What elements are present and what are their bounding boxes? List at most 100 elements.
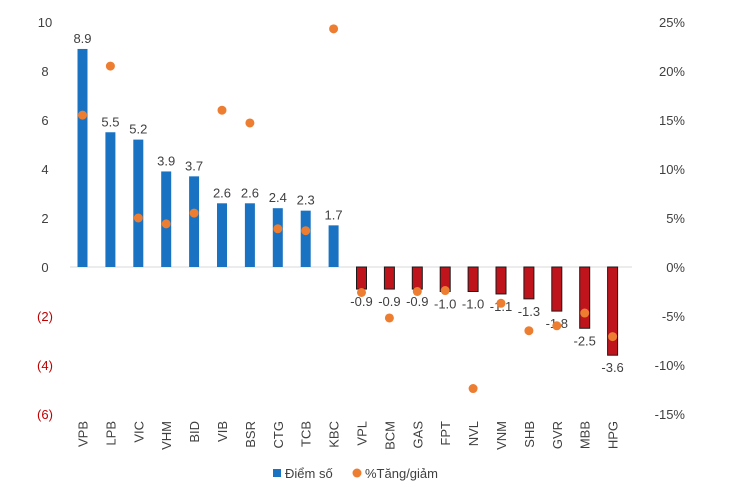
bar-data-label: -2.5 (573, 333, 595, 348)
category-label: VPL (355, 421, 370, 446)
point-LPB (105, 61, 115, 71)
point-VNM (496, 298, 506, 308)
left-axis-tick-label: 8 (41, 64, 48, 79)
category-label: VIB (215, 421, 230, 442)
category-label: VNM (494, 421, 509, 450)
point-CTG (273, 224, 283, 234)
bar-data-label: -1.3 (518, 304, 540, 319)
point-GAS (412, 287, 422, 296)
category-label: SHB (522, 421, 537, 448)
left-axis-tick-label: 0 (41, 260, 48, 275)
category-label: VPB (76, 421, 91, 447)
category-label: VIC (131, 421, 146, 443)
legend-point-label: %Tăng/giảm (365, 466, 438, 481)
right-axis-tick-label: 0% (666, 260, 685, 275)
left-axis-tick-label: 4 (41, 162, 48, 177)
left-axis-tick-label: 6 (41, 113, 48, 128)
category-label: NVL (466, 421, 481, 446)
bar-BCM (383, 266, 395, 290)
point-BID (189, 208, 199, 218)
bar-data-label: 8.9 (73, 31, 91, 46)
bar-data-label: -0.9 (378, 294, 400, 309)
category-label: GVR (550, 421, 565, 449)
right-axis-tick-label: 25% (659, 15, 685, 30)
left-axis-tick-label: 2 (41, 211, 48, 226)
bar-data-label: 2.6 (213, 185, 231, 200)
bar-VIB (217, 203, 227, 267)
right-axis-tick-label: -15% (655, 407, 686, 422)
bar-data-label: -1.0 (462, 297, 484, 312)
category-label: BSR (243, 421, 258, 448)
point-MBB (580, 308, 590, 318)
right-axis-tick-label: 10% (659, 162, 685, 177)
bar-VIC (133, 139, 144, 267)
bar-CTG (272, 208, 283, 267)
bar-data-label: 2.3 (297, 193, 315, 208)
category-label: BCM (382, 421, 397, 450)
legend-point-swatch (352, 468, 362, 478)
point-HPG (608, 332, 618, 342)
bar-data-label: -3.6 (601, 360, 623, 375)
bar-VPL (356, 266, 367, 290)
point-NVL (468, 384, 478, 394)
bar-data-label: 3.7 (185, 158, 203, 173)
point-VPL (357, 287, 366, 297)
category-label: TCB (299, 421, 314, 447)
right-axis-tick-label: 20% (659, 64, 685, 79)
bar-BSR (244, 203, 255, 267)
bar-GAS (411, 266, 423, 290)
bar-VNM (495, 266, 507, 295)
bar-SHB (523, 266, 535, 300)
bar-data-label: 3.9 (157, 153, 175, 168)
bar-VPB (77, 48, 88, 268)
bar-NVL (467, 266, 479, 292)
bar-LPB (105, 132, 116, 267)
bar-data-label: -0.9 (406, 294, 428, 309)
bar-data-label: -0.9 (350, 294, 372, 309)
category-label: BID (187, 421, 202, 443)
left-axis-tick-label: (2) (37, 309, 53, 324)
right-axis-tick-label: 15% (659, 113, 685, 128)
category-label: VHM (159, 421, 174, 450)
right-axis-tick-label: 5% (666, 211, 685, 226)
right-axis-tick-label: -5% (662, 309, 686, 324)
bar-HPG (607, 266, 619, 356)
right-axis-tick-label: -10% (655, 358, 686, 373)
bar-GVR (551, 266, 563, 312)
left-axis-tick-label: 10 (38, 15, 52, 30)
bar-data-label: 2.6 (241, 185, 259, 200)
bar-VHM (161, 171, 172, 267)
category-label: LPB (103, 421, 118, 446)
category-label: FPT (438, 421, 453, 446)
category-label: HPG (606, 421, 621, 449)
point-VPB (78, 110, 87, 120)
bar-MBB (579, 266, 591, 329)
legend-bar-swatch (273, 469, 281, 477)
bar-data-label: 1.7 (325, 207, 343, 222)
point-FPT (440, 286, 450, 296)
left-axis-tick-label: (4) (37, 358, 53, 373)
category-label: GAS (410, 421, 425, 449)
point-SHB (524, 326, 534, 336)
point-VIB (217, 105, 227, 115)
category-label: CTG (271, 421, 286, 448)
left-axis-tick-label: (6) (37, 407, 53, 422)
bar-data-label: 5.2 (129, 122, 147, 137)
legend-bar-label: Điểm số (285, 466, 333, 481)
bar-BID (189, 176, 200, 267)
point-TCB (301, 226, 311, 236)
point-VHM (161, 219, 171, 229)
point-VIC (133, 213, 143, 223)
category-label: KBC (327, 421, 342, 448)
category-label: MBB (578, 421, 593, 449)
bar-data-label: -1.0 (434, 297, 456, 312)
point-BCM (384, 313, 394, 323)
bar-data-label: 5.5 (101, 114, 119, 129)
bar-KBC (328, 225, 339, 267)
point-GVR (552, 321, 562, 331)
bar-TCB (300, 210, 311, 267)
bar-data-label: 2.4 (269, 190, 287, 205)
point-BSR (245, 118, 255, 128)
